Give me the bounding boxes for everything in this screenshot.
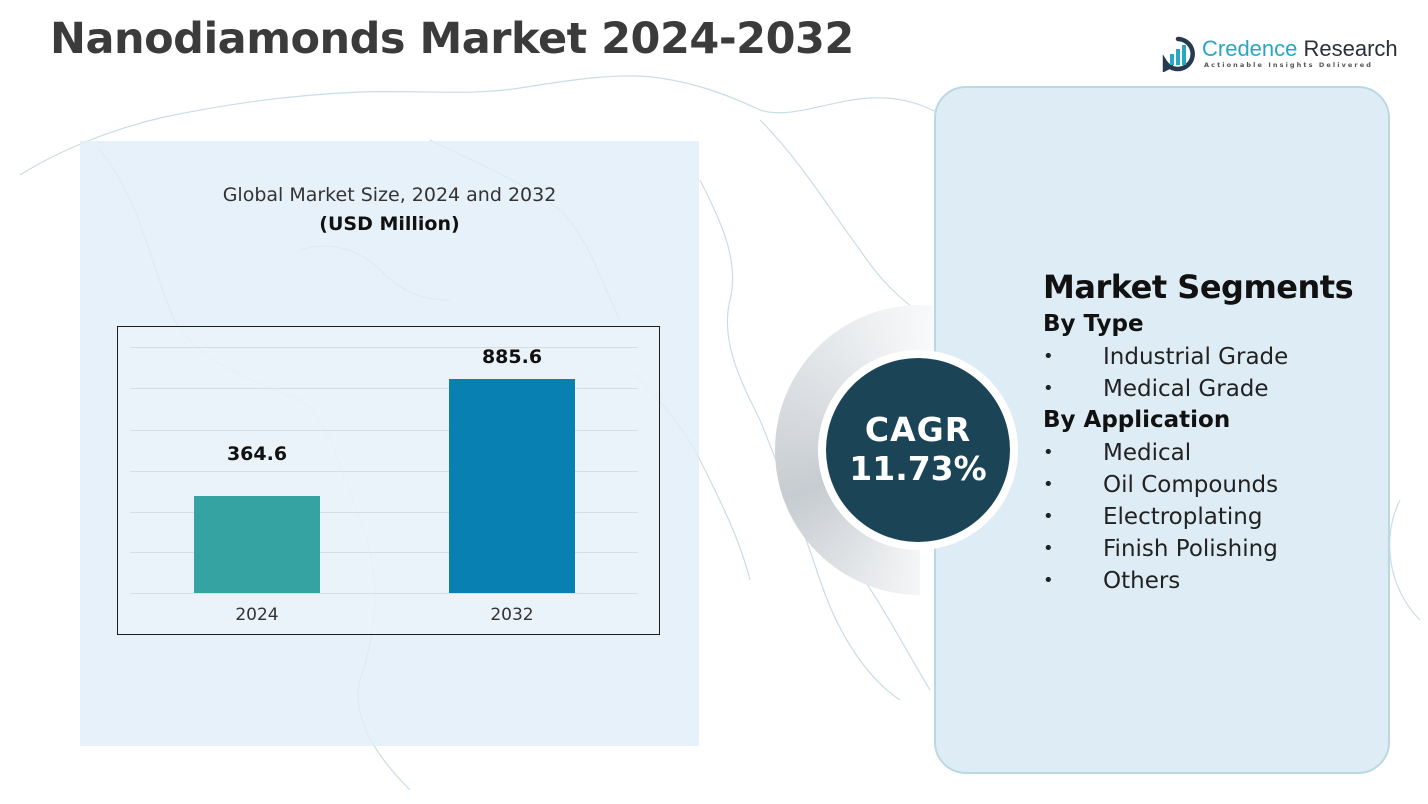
logo-word-research: Research — [1297, 36, 1398, 61]
segment-item-label: Industrial Grade — [1103, 344, 1289, 370]
bar-chart-in-circle-icon — [1162, 36, 1195, 72]
bullet-icon: • — [1043, 570, 1054, 591]
logo-tagline: Actionable Insights Delivered — [1204, 61, 1373, 69]
gridline — [130, 388, 638, 389]
chart-unit: (USD Million) — [319, 213, 460, 235]
segments-heading: Market Segments — [1043, 268, 1354, 306]
cagr-label: CAGR — [864, 410, 972, 449]
cagr-value: 11.73% — [849, 449, 987, 488]
gridline — [130, 347, 638, 348]
bullet-icon: • — [1043, 506, 1054, 527]
page-title: Nanodiamonds Market 2024-2032 — [50, 14, 854, 64]
gridline — [130, 512, 638, 513]
bullet-icon: • — [1043, 474, 1054, 495]
chart-title: Global Market Size, 2024 and 2032 — [222, 184, 557, 206]
bullet-icon: • — [1043, 378, 1054, 399]
logo-word-credence: Credence — [1202, 36, 1298, 61]
x-tick-2032: 2032 — [490, 605, 534, 625]
x-tick-2024: 2024 — [235, 605, 279, 625]
segment-item-label: Medical — [1103, 440, 1192, 466]
bar-value-2032: 885.6 — [481, 346, 543, 368]
bullet-icon: • — [1043, 346, 1054, 367]
gridline — [130, 430, 638, 431]
bullet-icon: • — [1043, 442, 1054, 463]
bar-chart: 364.6 2024 885.6 2032 — [117, 326, 660, 635]
gridline — [130, 471, 638, 472]
segment-item-label: Oil Compounds — [1103, 472, 1279, 498]
segment-group-type: By Type — [1043, 311, 1144, 337]
segment-group-application: By Application — [1043, 407, 1231, 433]
bar-value-2024: 364.6 — [226, 443, 288, 465]
cagr-badge: CAGR 11.73% — [826, 358, 1010, 542]
segment-item-label: Medical Grade — [1103, 376, 1269, 402]
logo-wordmark: Credence Research — [1202, 36, 1398, 62]
gridline — [130, 552, 638, 553]
segment-item-label: Finish Polishing — [1103, 536, 1278, 562]
segment-item-label: Electroplating — [1103, 504, 1263, 530]
x-axis-baseline — [130, 593, 638, 594]
bullet-icon: • — [1043, 538, 1054, 559]
segment-item-label: Others — [1103, 568, 1181, 594]
bar-2024[interactable] — [194, 496, 320, 593]
bar-2032[interactable] — [449, 379, 575, 593]
